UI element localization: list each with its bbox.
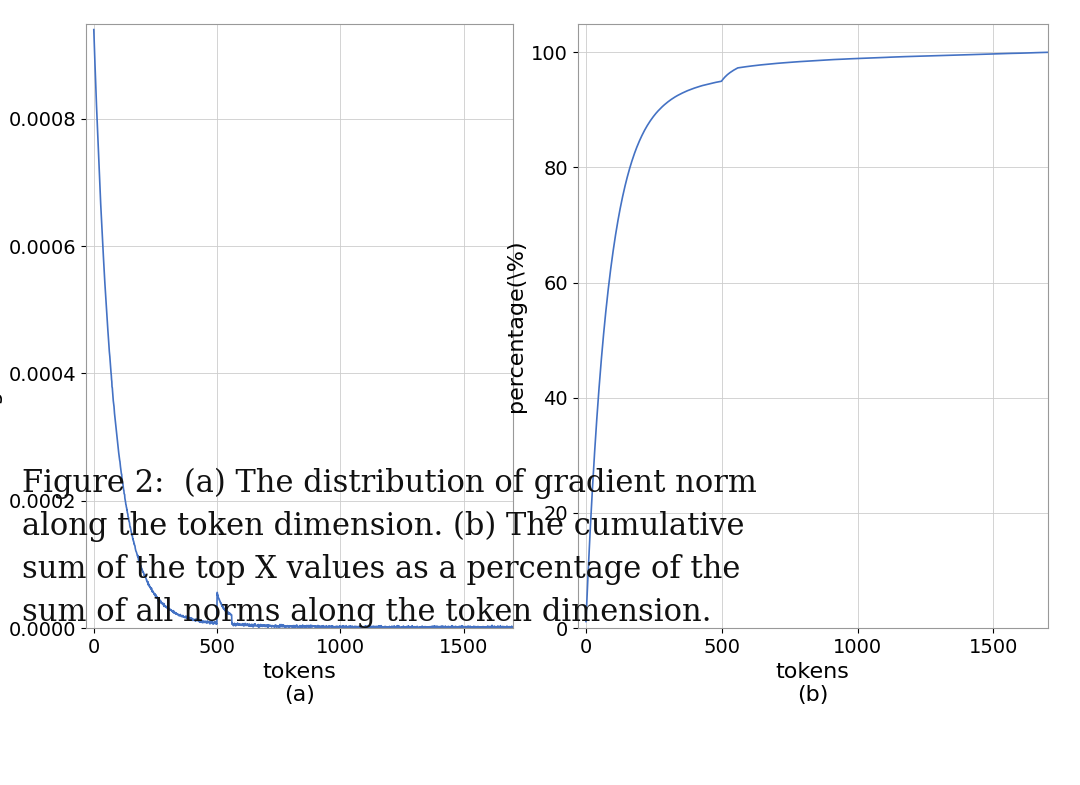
- Text: Figure 2:  (a) The distribution of gradient norm
along the token dimension. (b) : Figure 2: (a) The distribution of gradie…: [22, 468, 756, 628]
- Y-axis label: percentage(\%): percentage(\%): [505, 239, 526, 412]
- Y-axis label: gradient norm: gradient norm: [0, 246, 3, 405]
- X-axis label: tokens
(b): tokens (b): [775, 663, 850, 706]
- X-axis label: tokens
(a): tokens (a): [262, 663, 337, 706]
